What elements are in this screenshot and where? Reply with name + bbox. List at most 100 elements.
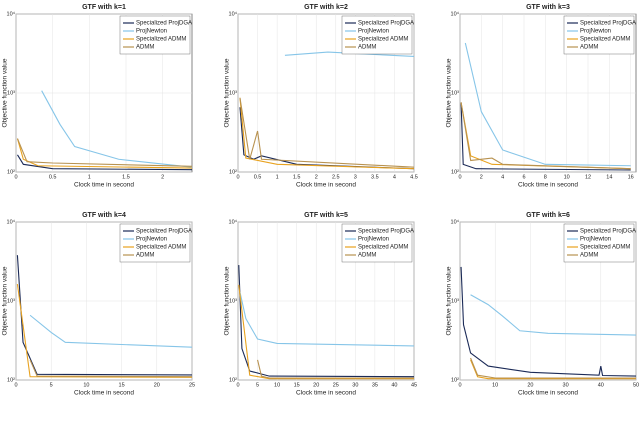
series-line xyxy=(257,359,414,379)
x-tick-label: 10 xyxy=(83,382,89,388)
x-tick-label: 10 xyxy=(492,382,498,388)
y-axis-label: Objective function value xyxy=(446,266,453,335)
series-line xyxy=(29,359,193,378)
series-line xyxy=(239,97,415,170)
x-axis-label: Clock time in second xyxy=(296,182,356,189)
x-tick-label: 35 xyxy=(372,382,378,388)
chart-title: GTF with k=3 xyxy=(526,4,570,11)
x-tick-label: 40 xyxy=(391,382,397,388)
x-tick-label: 50 xyxy=(633,382,639,388)
y-tick-label: 10² xyxy=(451,377,459,383)
series-line xyxy=(460,102,631,170)
legend xyxy=(341,15,413,55)
x-tick-label: 45 xyxy=(411,382,417,388)
x-tick-label: 25 xyxy=(189,382,195,388)
x-tick-label: 4 xyxy=(393,174,396,180)
y-tick-label: 10³ xyxy=(451,90,459,96)
series-line xyxy=(16,138,193,167)
series-line xyxy=(17,154,193,171)
legend-label: ProjNewton xyxy=(580,29,611,35)
legend-label: ADMM xyxy=(358,45,376,51)
x-tick-label: 0 xyxy=(458,382,461,388)
chart-title: GTF with k=4 xyxy=(82,212,126,219)
series-line xyxy=(16,283,193,378)
x-tick-label: 1 xyxy=(276,174,279,180)
y-tick-label: 10² xyxy=(7,169,15,175)
series-line xyxy=(460,102,631,171)
x-tick-label: 15 xyxy=(119,382,125,388)
x-tick-label: 5 xyxy=(256,382,259,388)
legend-label: ADMM xyxy=(580,253,598,259)
y-tick-label: 10⁴ xyxy=(229,10,238,17)
y-tick-label: 10³ xyxy=(7,90,15,96)
x-tick-label: 0.5 xyxy=(254,174,262,180)
x-tick-label: 30 xyxy=(563,382,569,388)
x-tick-label: 10 xyxy=(274,382,280,388)
x-tick-label: 40 xyxy=(598,382,604,388)
x-tick-label: 2 xyxy=(480,174,483,180)
y-tick-label: 10² xyxy=(7,377,15,383)
series-line xyxy=(284,51,415,58)
x-tick-label: 10 xyxy=(564,174,570,180)
legend xyxy=(119,15,191,55)
x-tick-label: 5 xyxy=(50,382,53,388)
x-tick-label: 2.5 xyxy=(332,174,340,180)
legend-label: Specialized ADMM xyxy=(580,245,630,251)
x-tick-label: 1.5 xyxy=(293,174,301,180)
legend xyxy=(119,223,191,263)
x-tick-label: 3 xyxy=(354,174,357,180)
x-tick-label: 1.5 xyxy=(122,174,130,180)
series-line xyxy=(41,90,193,168)
chart-title: GTF with k=2 xyxy=(304,4,348,11)
x-tick-label: 1 xyxy=(88,174,91,180)
chart-title: GTF with k=6 xyxy=(526,212,570,219)
x-tick-label: 20 xyxy=(527,382,533,388)
y-tick-label: 10⁴ xyxy=(229,218,238,225)
y-tick-label: 10³ xyxy=(229,90,237,96)
legend-label: Specialized ADMM xyxy=(580,37,630,43)
x-tick-label: 0 xyxy=(236,174,239,180)
legend-label: ProjNewton xyxy=(358,237,389,243)
x-tick-label: 16 xyxy=(628,174,634,180)
legend-label: Specialized ProjDGA xyxy=(580,229,636,235)
y-axis-label: Objective function value xyxy=(224,266,231,335)
legend-label: ADMM xyxy=(136,253,154,259)
series-line xyxy=(239,97,415,168)
x-tick-label: 0 xyxy=(14,174,17,180)
x-axis-label: Clock time in second xyxy=(296,390,356,397)
legend-label: ProjNewton xyxy=(358,29,389,35)
y-tick-label: 10⁴ xyxy=(451,218,460,225)
legend-label: ProjNewton xyxy=(580,237,611,243)
series-line xyxy=(239,291,415,347)
legend-label: Specialized ProjDGA xyxy=(136,229,192,235)
legend-label: Specialized ADMM xyxy=(136,245,186,251)
legend xyxy=(341,223,413,263)
x-tick-label: 0 xyxy=(458,174,461,180)
chart-title: GTF with k=1 xyxy=(82,4,126,11)
x-axis-label: Clock time in second xyxy=(518,390,578,397)
x-tick-label: 4 xyxy=(501,174,504,180)
legend-label: Specialized ADMM xyxy=(358,245,408,251)
x-tick-label: 25 xyxy=(333,382,339,388)
x-tick-label: 2 xyxy=(315,174,318,180)
legend xyxy=(563,223,635,263)
legend-label: ADMM xyxy=(580,45,598,51)
series-line xyxy=(29,314,193,348)
x-axis-label: Clock time in second xyxy=(74,182,134,189)
x-tick-label: 14 xyxy=(606,174,612,180)
legend-label: ADMM xyxy=(358,253,376,259)
series-line xyxy=(470,357,636,379)
y-tick-label: 10² xyxy=(451,169,459,175)
legend-label: Specialized ProjDGA xyxy=(358,21,414,27)
x-tick-label: 30 xyxy=(352,382,358,388)
x-tick-label: 15 xyxy=(294,382,300,388)
x-tick-label: 12 xyxy=(585,174,591,180)
y-tick-label: 10⁴ xyxy=(7,10,16,17)
series-line xyxy=(16,255,193,376)
y-tick-label: 10² xyxy=(229,169,237,175)
x-tick-label: 3.5 xyxy=(371,174,379,180)
y-axis-label: Objective function value xyxy=(224,58,231,127)
x-tick-label: 4.5 xyxy=(410,174,418,180)
legend-label: Specialized ADMM xyxy=(136,37,186,43)
